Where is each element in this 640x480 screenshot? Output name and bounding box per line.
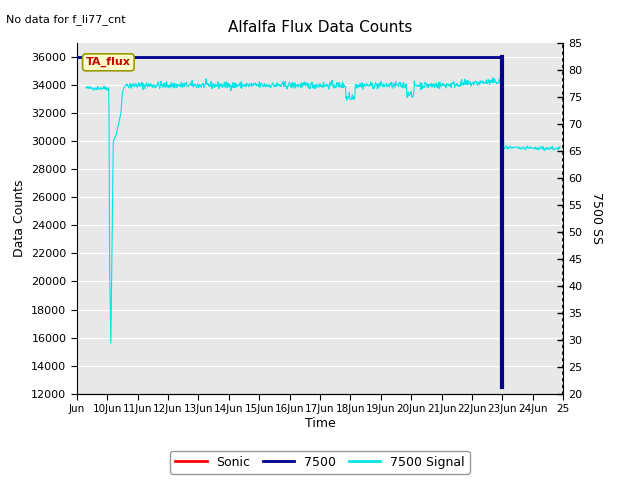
Text: No data for f_li77_cnt: No data for f_li77_cnt <box>6 14 126 25</box>
Text: TA_flux: TA_flux <box>86 57 131 68</box>
Title: Alfalfa Flux Data Counts: Alfalfa Flux Data Counts <box>228 20 412 35</box>
Y-axis label: Data Counts: Data Counts <box>13 180 26 257</box>
Legend: Sonic, 7500, 7500 Signal: Sonic, 7500, 7500 Signal <box>170 451 470 474</box>
Y-axis label: 7500 SS: 7500 SS <box>590 192 603 244</box>
X-axis label: Time: Time <box>305 417 335 430</box>
